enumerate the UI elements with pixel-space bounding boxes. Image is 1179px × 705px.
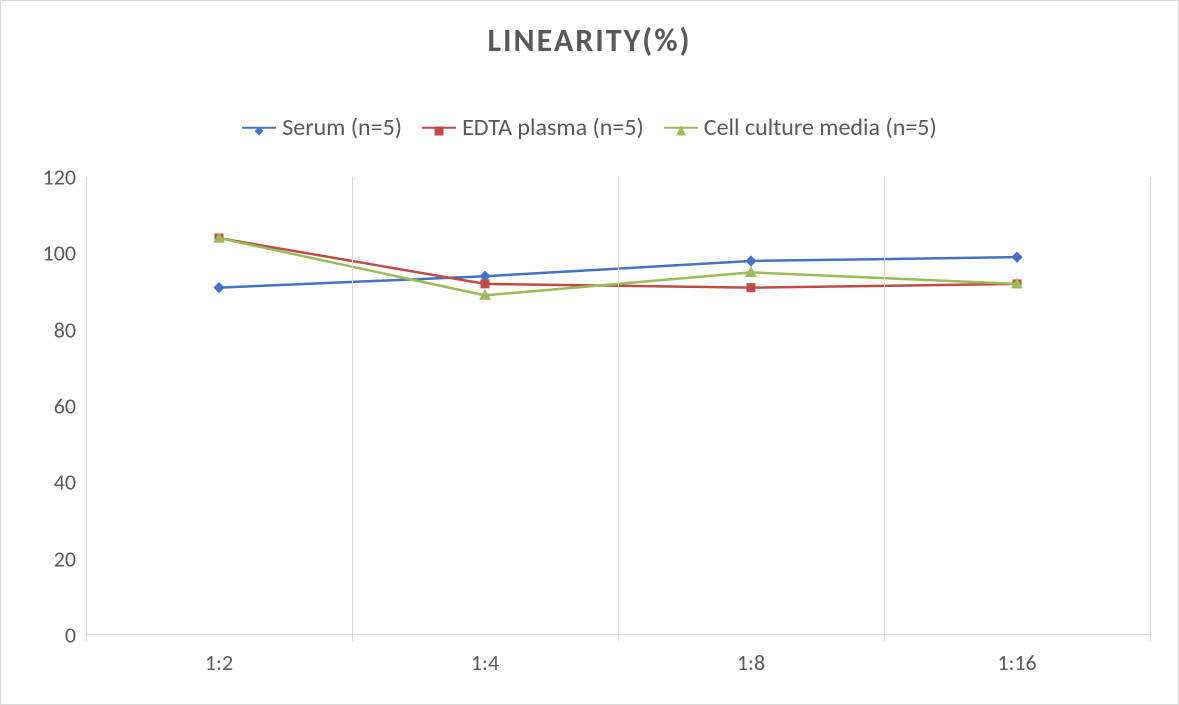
square-marker-icon	[435, 113, 444, 142]
legend-swatch	[422, 121, 456, 135]
x-tick-label: 1:4	[471, 649, 499, 676]
data-point	[745, 255, 756, 266]
legend-label: Serum (n=5)	[282, 113, 402, 142]
x-tick-mark	[884, 635, 885, 641]
gridline-vertical	[352, 177, 353, 635]
x-tick-mark	[1150, 635, 1151, 641]
legend-item: Serum (n=5)	[242, 113, 402, 142]
x-tick-label: 1:2	[205, 649, 233, 676]
legend-swatch	[664, 121, 698, 135]
y-tick-label: 80	[54, 316, 76, 343]
x-tick-mark	[352, 635, 353, 641]
data-point	[747, 283, 756, 292]
x-tick-label: 1:8	[737, 649, 765, 676]
legend-label: EDTA plasma (n=5)	[462, 113, 644, 142]
data-point	[1011, 252, 1022, 263]
gridline-vertical	[86, 177, 87, 635]
plot-area: 0204060801001201:21:41:81:16	[86, 177, 1150, 635]
linearity-chart: LINEARITY(%) Serum (n=5) EDTA plasma (n=5…	[0, 0, 1179, 705]
triangle-marker-icon	[676, 113, 686, 142]
y-tick-label: 0	[65, 622, 76, 649]
gridline-vertical	[618, 177, 619, 635]
y-tick-label: 60	[54, 393, 76, 420]
data-point	[213, 282, 224, 293]
gridline-vertical	[1150, 177, 1151, 635]
chart-title: LINEARITY(%)	[1, 21, 1178, 60]
legend-swatch	[242, 121, 276, 135]
y-tick-label: 120	[43, 164, 76, 191]
data-point	[481, 279, 490, 288]
legend-label: Cell culture media (n=5)	[704, 113, 937, 142]
gridline-vertical	[884, 177, 885, 635]
y-tick-label: 100	[43, 240, 76, 267]
diamond-marker-icon	[255, 113, 264, 142]
x-tick-mark	[618, 635, 619, 641]
legend-item: Cell culture media (n=5)	[664, 113, 937, 142]
legend-item: EDTA plasma (n=5)	[422, 113, 644, 142]
chart-legend: Serum (n=5) EDTA plasma (n=5) Cell culture…	[1, 113, 1178, 142]
y-tick-label: 20	[54, 545, 76, 572]
x-tick-mark	[86, 635, 87, 641]
x-tick-label: 1:16	[997, 649, 1036, 676]
y-tick-label: 40	[54, 469, 76, 496]
